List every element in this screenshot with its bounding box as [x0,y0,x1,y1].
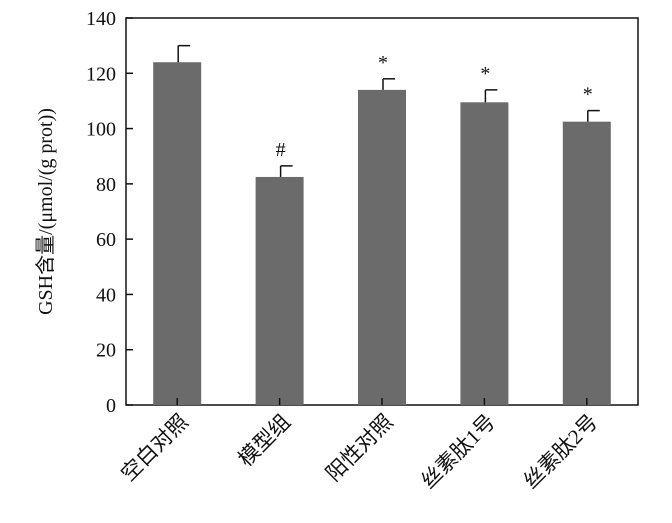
x-tick-label: 丝素肽1号 [416,410,500,494]
y-tick-label: 0 [106,395,116,417]
significance-mark: * [378,52,388,74]
significance-marks-group: # * * * [276,52,593,161]
bar [460,102,509,405]
significance-mark: # [276,139,286,161]
bar [562,121,611,406]
y-tick-label: 120 [86,63,116,85]
y-tick-label: 100 [86,119,116,141]
x-tick-label: 阳性对照 [321,410,397,486]
error-bars-group [177,44,600,177]
y-tick-label: 40 [96,284,116,306]
y-tick-label: 140 [86,8,116,30]
significance-mark: * [480,63,490,85]
x-tick-label: 空白对照 [116,410,192,486]
y-tick-label: 20 [96,340,116,362]
x-axis: 空白对照 模型组 阳性对照 丝素肽1号 丝素肽2号 [116,398,602,493]
bar [358,89,406,405]
y-axis-label: GSH含量/(μmol/(g prot)) [34,108,57,315]
y-tick-label: 60 [96,229,116,251]
significance-mark: * [583,84,593,106]
bar [153,62,202,405]
bar [255,176,304,405]
bars-group [153,62,611,406]
x-tick-label: 丝素肽2号 [519,410,603,494]
y-axis: 0 20 40 60 80 100 120 140 [86,8,133,417]
x-tick-label: 模型组 [234,410,296,472]
y-tick-label: 80 [96,174,116,196]
